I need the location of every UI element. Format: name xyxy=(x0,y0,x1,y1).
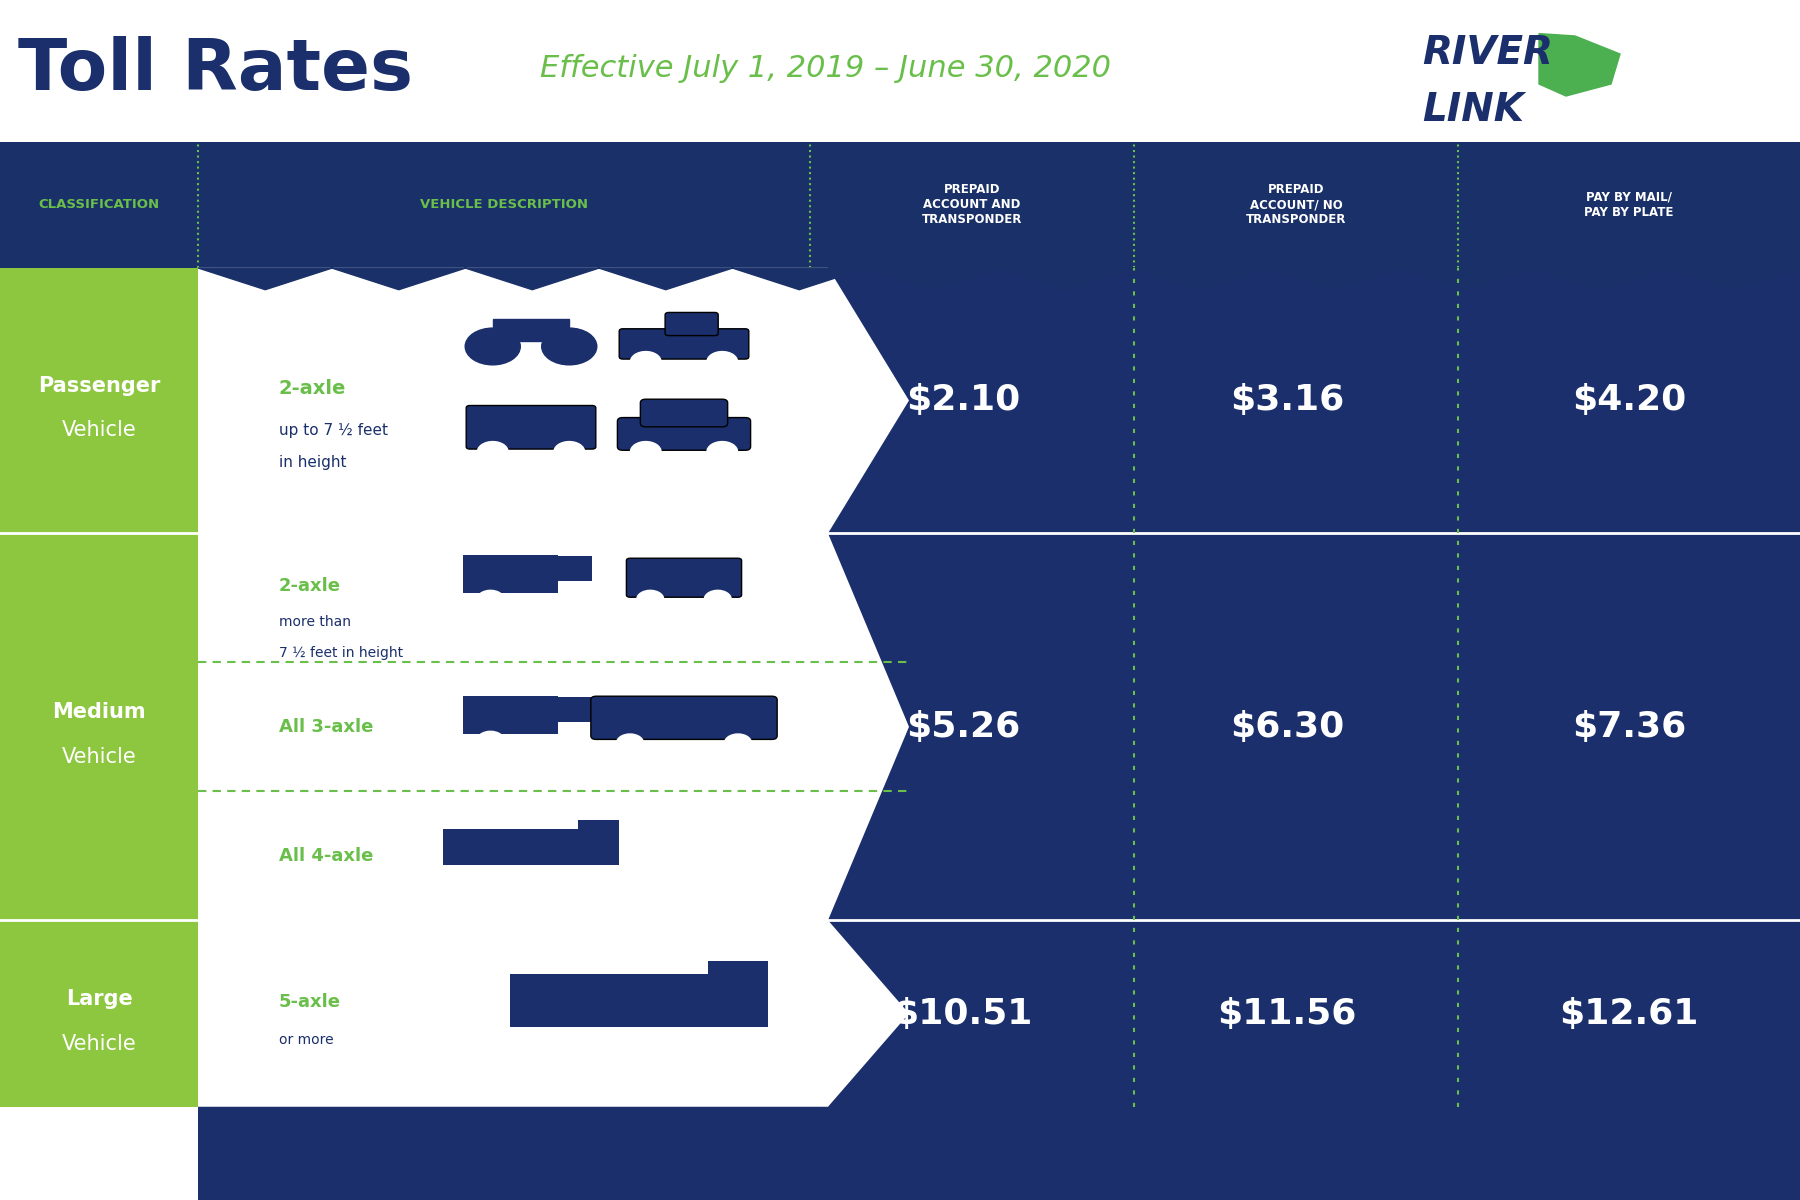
Circle shape xyxy=(637,590,664,608)
Bar xyxy=(493,319,569,341)
Bar xyxy=(558,556,592,581)
Polygon shape xyxy=(198,268,909,533)
Text: 5-axle: 5-axle xyxy=(279,992,340,1010)
FancyBboxPatch shape xyxy=(590,696,778,739)
Circle shape xyxy=(477,442,508,462)
Circle shape xyxy=(707,352,738,372)
Text: up to 7 ½ feet: up to 7 ½ feet xyxy=(279,422,389,438)
Bar xyxy=(558,697,592,722)
Text: PREPAID
ACCOUNT/ NO
TRANSPONDER: PREPAID ACCOUNT/ NO TRANSPONDER xyxy=(1246,184,1346,226)
Circle shape xyxy=(581,1028,617,1051)
Polygon shape xyxy=(1539,34,1620,96)
Text: LINK: LINK xyxy=(1422,91,1525,130)
Text: Passenger: Passenger xyxy=(38,376,160,396)
FancyBboxPatch shape xyxy=(466,406,596,449)
Circle shape xyxy=(491,865,517,882)
Text: $4.20: $4.20 xyxy=(1571,384,1687,418)
Text: All 4-axle: All 4-axle xyxy=(279,847,373,865)
Text: Medium: Medium xyxy=(52,702,146,722)
Text: $11.56: $11.56 xyxy=(1217,996,1357,1031)
Circle shape xyxy=(707,442,738,462)
Text: All 3-axle: All 3-axle xyxy=(279,718,373,736)
Bar xyxy=(0,268,198,533)
Bar xyxy=(707,961,769,1027)
Text: Large: Large xyxy=(65,989,133,1009)
Circle shape xyxy=(477,590,504,608)
Circle shape xyxy=(630,442,661,462)
Text: $12.61: $12.61 xyxy=(1559,996,1699,1031)
Text: 2-axle: 2-axle xyxy=(279,577,340,595)
Circle shape xyxy=(452,865,475,882)
Circle shape xyxy=(477,731,504,749)
Text: $5.26: $5.26 xyxy=(905,710,1021,744)
Text: CLASSIFICATION: CLASSIFICATION xyxy=(38,198,160,211)
Polygon shape xyxy=(198,920,909,1106)
Text: Effective July 1, 2019 – June 30, 2020: Effective July 1, 2019 – June 30, 2020 xyxy=(540,54,1111,83)
Bar xyxy=(0,920,198,1106)
Circle shape xyxy=(616,734,644,752)
Circle shape xyxy=(464,328,520,365)
Polygon shape xyxy=(198,533,909,920)
Bar xyxy=(511,974,707,1027)
Circle shape xyxy=(558,590,585,608)
Circle shape xyxy=(704,590,731,608)
Circle shape xyxy=(720,1028,756,1051)
Text: $3.16: $3.16 xyxy=(1229,384,1345,418)
FancyBboxPatch shape xyxy=(617,418,751,450)
Bar xyxy=(198,268,1800,1200)
Circle shape xyxy=(558,731,585,749)
Circle shape xyxy=(630,352,661,372)
Circle shape xyxy=(542,328,598,365)
Bar xyxy=(0,142,1800,268)
Bar xyxy=(578,820,619,865)
Bar xyxy=(0,533,198,920)
Text: $7.36: $7.36 xyxy=(1571,710,1687,744)
Text: VEHICLE DESCRIPTION: VEHICLE DESCRIPTION xyxy=(419,198,589,211)
Text: PREPAID
ACCOUNT AND
TRANSPONDER: PREPAID ACCOUNT AND TRANSPONDER xyxy=(922,184,1022,226)
Text: RIVER: RIVER xyxy=(1422,34,1553,72)
Text: PAY BY MAIL/
PAY BY PLATE: PAY BY MAIL/ PAY BY PLATE xyxy=(1584,191,1674,218)
Text: in height: in height xyxy=(279,455,346,470)
Circle shape xyxy=(554,442,585,462)
FancyBboxPatch shape xyxy=(641,400,727,427)
FancyBboxPatch shape xyxy=(626,558,742,598)
FancyBboxPatch shape xyxy=(666,312,718,336)
Circle shape xyxy=(661,1028,697,1051)
Text: 7 ½ feet in height: 7 ½ feet in height xyxy=(279,646,403,660)
Text: more than: more than xyxy=(279,614,351,629)
Circle shape xyxy=(724,734,752,752)
Text: $10.51: $10.51 xyxy=(893,996,1033,1031)
Text: Toll Rates: Toll Rates xyxy=(18,36,412,104)
Bar xyxy=(463,556,558,593)
Circle shape xyxy=(587,865,610,882)
FancyBboxPatch shape xyxy=(619,329,749,359)
Text: Vehicle: Vehicle xyxy=(61,420,137,440)
Bar xyxy=(443,829,578,865)
Text: $2.10: $2.10 xyxy=(905,384,1021,418)
Text: Vehicle: Vehicle xyxy=(61,746,137,767)
Text: or more: or more xyxy=(279,1033,333,1046)
Text: $6.30: $6.30 xyxy=(1229,710,1345,744)
Text: Vehicle: Vehicle xyxy=(61,1033,137,1054)
Circle shape xyxy=(522,1028,558,1051)
Bar xyxy=(0,0,1800,142)
Bar xyxy=(463,696,558,734)
Circle shape xyxy=(545,865,571,882)
Text: 2-axle: 2-axle xyxy=(279,379,346,398)
